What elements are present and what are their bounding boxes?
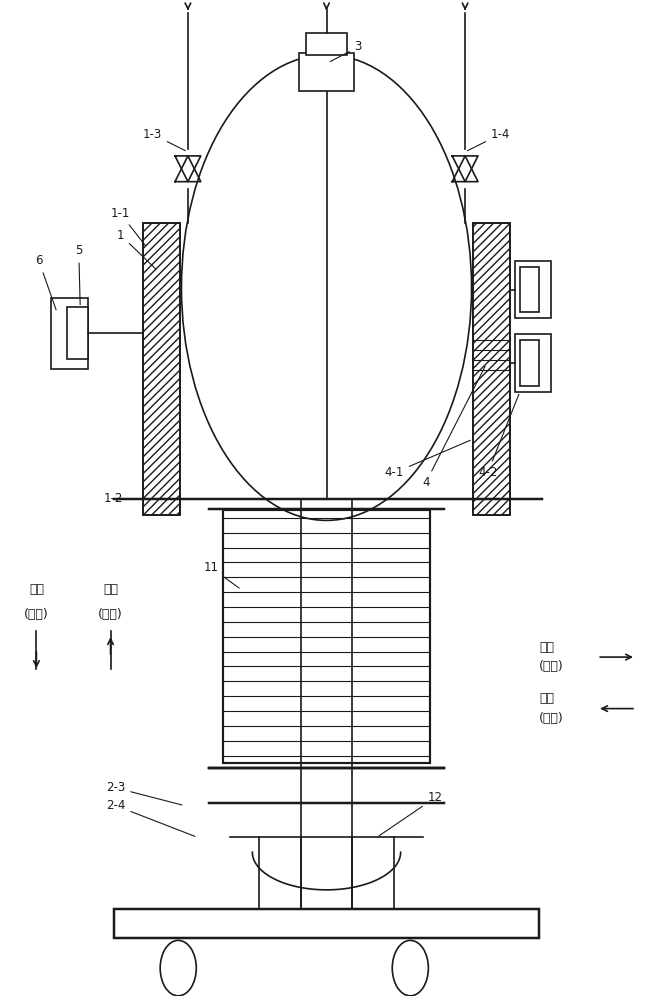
Text: 推入: 推入 (539, 692, 554, 705)
Text: 移走: 移走 (539, 641, 554, 654)
Ellipse shape (182, 55, 471, 520)
Text: 12: 12 (379, 791, 443, 836)
Bar (306, 33, 347, 55)
Bar (520, 267, 539, 312)
Text: 4-2: 4-2 (478, 394, 519, 479)
Bar (114, 909, 539, 938)
Bar (473, 223, 510, 515)
Text: 1-2: 1-2 (104, 492, 178, 505)
Circle shape (160, 940, 197, 996)
Text: (出料): (出料) (539, 660, 564, 673)
Text: (出料): (出料) (24, 608, 49, 621)
Text: 11: 11 (204, 561, 239, 588)
Text: 5: 5 (75, 244, 82, 305)
Text: 4: 4 (422, 366, 485, 489)
Bar (520, 340, 539, 386)
Text: 6: 6 (35, 254, 56, 310)
Text: 1-1: 1-1 (110, 207, 146, 246)
Text: 下降: 下降 (29, 583, 44, 596)
Bar (473, 223, 510, 515)
Bar (223, 510, 430, 763)
Bar (143, 223, 180, 515)
Bar (300, 53, 353, 91)
Text: 3: 3 (330, 40, 362, 62)
Text: 上升: 上升 (103, 583, 118, 596)
Circle shape (392, 940, 428, 996)
Text: (进料): (进料) (539, 712, 564, 725)
Text: 2-4: 2-4 (106, 799, 195, 836)
Text: 2-3: 2-3 (106, 781, 182, 805)
Text: 1-3: 1-3 (143, 128, 185, 151)
Text: 1-4: 1-4 (468, 128, 510, 151)
Bar (50, 298, 88, 369)
Text: 1: 1 (117, 229, 155, 269)
Text: (进料): (进料) (98, 608, 123, 621)
Bar (515, 334, 551, 392)
Bar (67, 307, 88, 359)
Bar (143, 223, 180, 515)
Text: 4-1: 4-1 (385, 440, 470, 479)
Bar (515, 261, 551, 318)
